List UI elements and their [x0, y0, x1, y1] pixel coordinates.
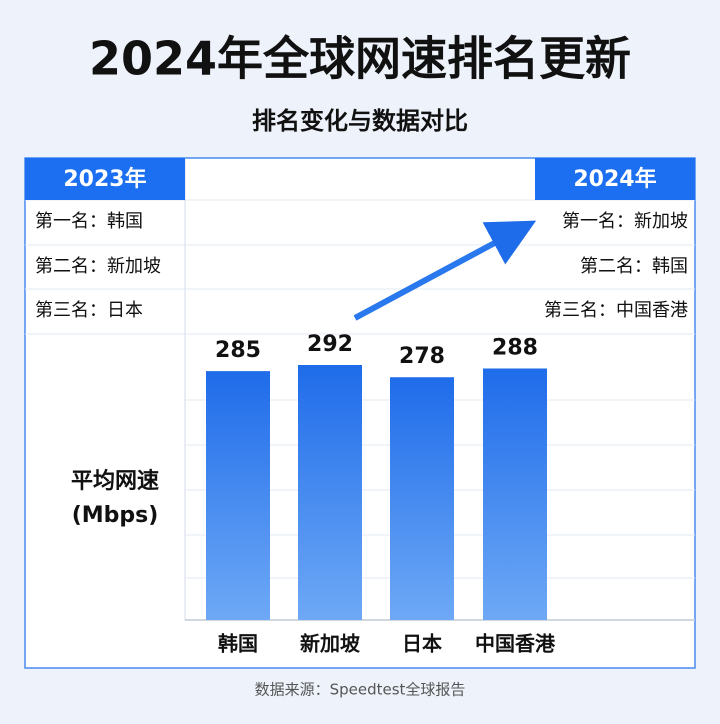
value-label: 285	[215, 338, 261, 363]
bar	[390, 377, 454, 620]
x-tick-label: 日本	[402, 632, 442, 656]
value-label: 288	[492, 335, 538, 360]
ranking-item: 第一名：新加坡	[562, 211, 688, 232]
ranking-item: 第一名：韩国	[35, 211, 143, 232]
y-label: 平均网速	[71, 468, 159, 494]
ranking-item: 第三名：中国香港	[544, 300, 688, 321]
header-2023	[25, 158, 185, 200]
x-tick-label: 中国香港	[475, 632, 556, 656]
bar	[483, 368, 547, 620]
y-label: (Mbps)	[72, 503, 159, 528]
bar	[206, 371, 270, 620]
source-note: 数据来源：Speedtest全球报告	[255, 681, 466, 699]
chart-title: 2024年全球网速排名更新	[89, 32, 631, 86]
bar	[298, 365, 362, 620]
header-text: 2024年	[573, 166, 656, 192]
header-text: 2023年	[63, 166, 146, 192]
chart-subtitle: 排名变化与数据对比	[252, 107, 468, 135]
trend-arrow	[353, 220, 537, 321]
header-2024	[535, 158, 695, 200]
x-tick-label: 新加坡	[300, 632, 361, 656]
value-label: 292	[307, 332, 353, 357]
ranking-item: 第二名：新加坡	[35, 256, 161, 277]
value-label: 278	[399, 344, 445, 369]
ranking-item: 第二名：韩国	[580, 256, 688, 277]
ranking-item: 第三名：日本	[35, 300, 143, 321]
x-tick-label: 韩国	[218, 632, 258, 656]
